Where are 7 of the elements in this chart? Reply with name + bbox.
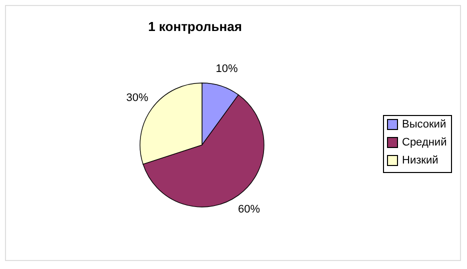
data-label: 60% <box>238 204 260 216</box>
chart-title: 1 контрольная <box>148 19 242 34</box>
legend-label: Средний <box>402 136 447 148</box>
data-label: 10% <box>216 62 238 75</box>
data-label: 30% <box>126 92 148 104</box>
legend-label: Низкий <box>402 154 438 166</box>
legend-label: Высокий <box>402 118 446 130</box>
